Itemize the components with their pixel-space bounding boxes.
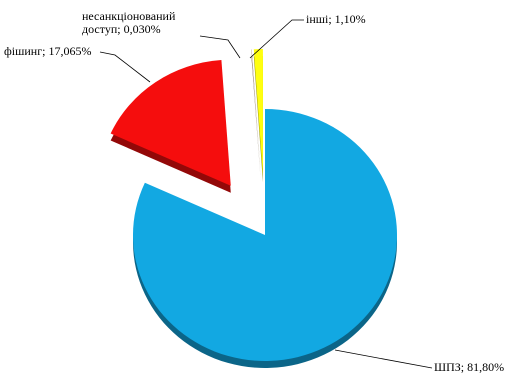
slice <box>110 60 231 186</box>
leader-line <box>99 51 151 83</box>
data-label: несанкціонований доступ; 0,030% <box>82 9 176 36</box>
pie <box>110 49 397 368</box>
slice <box>251 49 261 176</box>
data-label: інші; 1,10% <box>306 12 366 26</box>
slice <box>133 109 397 361</box>
leader-line <box>249 19 304 59</box>
slice-side <box>251 56 261 183</box>
data-label: ШПЗ; 81,80% <box>434 360 505 374</box>
leader-lines <box>99 19 433 369</box>
data-label: фішинг; 17,065% <box>4 44 92 58</box>
slice <box>253 49 263 176</box>
leader-line <box>334 349 433 369</box>
leader-line <box>199 35 241 59</box>
